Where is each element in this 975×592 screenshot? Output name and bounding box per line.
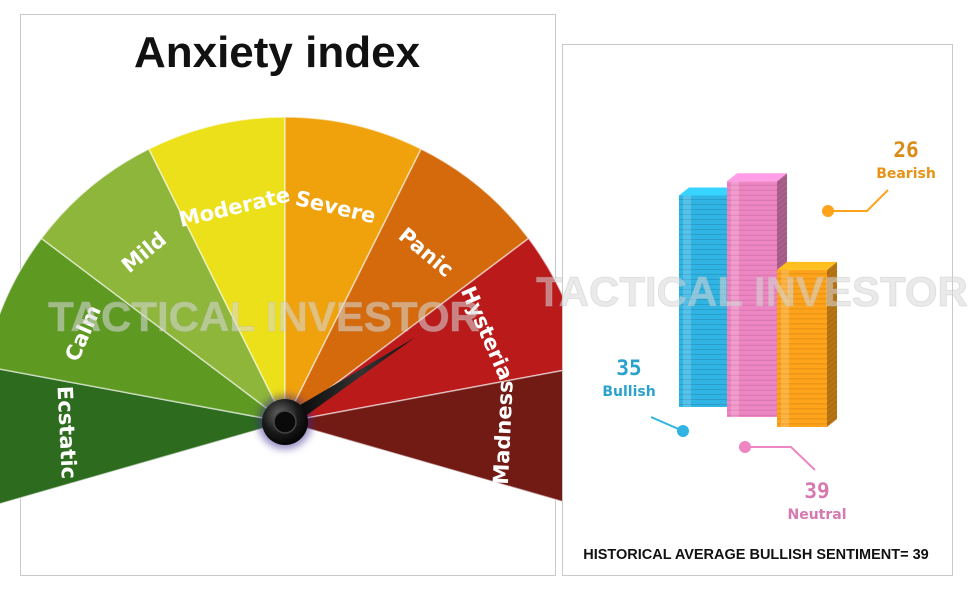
- callout-dot-bearish: [822, 205, 834, 217]
- data-label-neutral: 39: [804, 479, 829, 503]
- gauge-needle-pointer: [281, 337, 415, 428]
- category-label-bearish: Bearish: [876, 166, 936, 182]
- gauge-segment-calm: [0, 237, 286, 423]
- sentiment-bar-chart: TACTICAL INVESTOR 35 Bullish 39 Neutral 26 Be…: [536, 138, 969, 563]
- gauge-segment-mild: [40, 147, 286, 423]
- callout-dot-neutral: [739, 441, 751, 453]
- bar-bearish: [777, 261, 838, 427]
- gauge-segment-panic: [284, 147, 530, 423]
- gauge-segment-moderate: [147, 116, 286, 423]
- callout-bearish: 26 Bearish: [822, 138, 936, 217]
- callout-dot-bullish: [677, 425, 689, 437]
- bar-footnote: HISTORICAL AVERAGE BULLISH SENTIMENT= 39: [583, 547, 929, 563]
- gauge-hub-center: [273, 410, 297, 434]
- data-label-bullish: 35: [616, 356, 641, 380]
- gauge-watermark: TACTICAL INVESTOR: [48, 293, 480, 340]
- callout-neutral: 39 Neutral: [739, 441, 847, 523]
- gauge-needle: [258, 337, 415, 449]
- gauge-segment-ecstatic: [0, 368, 286, 505]
- gauge-label-madness: Madness: [489, 380, 518, 485]
- gauge-segment-severe: [284, 116, 423, 423]
- category-label-neutral: Neutral: [787, 507, 846, 523]
- gauge-label-ecstatic: Ecstatic: [53, 385, 81, 479]
- data-label-bearish: 26: [893, 138, 918, 162]
- bar-watermark: TACTICAL INVESTOR: [536, 268, 968, 315]
- anxiety-gauge-panel: Anxiety index Ecstatic Calm Mild Moderate Se…: [0, 14, 591, 576]
- gauge-title: Anxiety index: [134, 28, 421, 77]
- category-label-bullish: Bullish: [602, 384, 655, 400]
- callout-bullish: 35 Bullish: [602, 356, 689, 437]
- sentiment-bar-panel: TACTICAL INVESTOR 35 Bullish 39 Neutral 26 Be…: [536, 44, 969, 576]
